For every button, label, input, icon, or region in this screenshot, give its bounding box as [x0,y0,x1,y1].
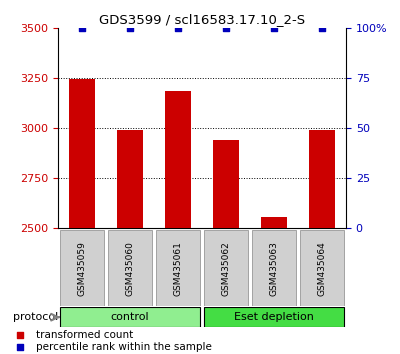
Text: GSM435061: GSM435061 [174,241,182,296]
Bar [60,230,104,306]
Text: transformed count: transformed count [36,330,133,340]
Text: percentile rank within the sample: percentile rank within the sample [36,342,212,352]
Point [17,332,23,338]
Bar [252,230,296,306]
Text: GSM435059: GSM435059 [78,241,86,296]
Bar [309,130,335,228]
Point [17,344,23,350]
Text: GSM435060: GSM435060 [126,241,134,296]
Text: GSM435063: GSM435063 [270,241,278,296]
Text: Eset depletion: Eset depletion [234,312,314,322]
Point [175,25,181,31]
Point [223,25,229,31]
Point [79,25,85,31]
Bar [108,230,152,306]
Title: GDS3599 / scl16583.17.10_2-S: GDS3599 / scl16583.17.10_2-S [99,13,305,26]
Bar [204,230,248,306]
Text: GSM435062: GSM435062 [222,241,230,296]
Bar [60,307,200,327]
Bar [213,140,239,228]
Bar [165,91,191,228]
Text: GSM435064: GSM435064 [318,241,326,296]
Bar [156,230,200,306]
Point [127,25,133,31]
Bar [117,130,143,228]
Text: protocol: protocol [13,312,58,322]
Bar [204,307,344,327]
Bar [69,79,95,228]
Point [319,25,325,31]
Bar [261,217,287,228]
Text: control: control [111,312,149,322]
Point [271,25,277,31]
Bar [300,230,344,306]
